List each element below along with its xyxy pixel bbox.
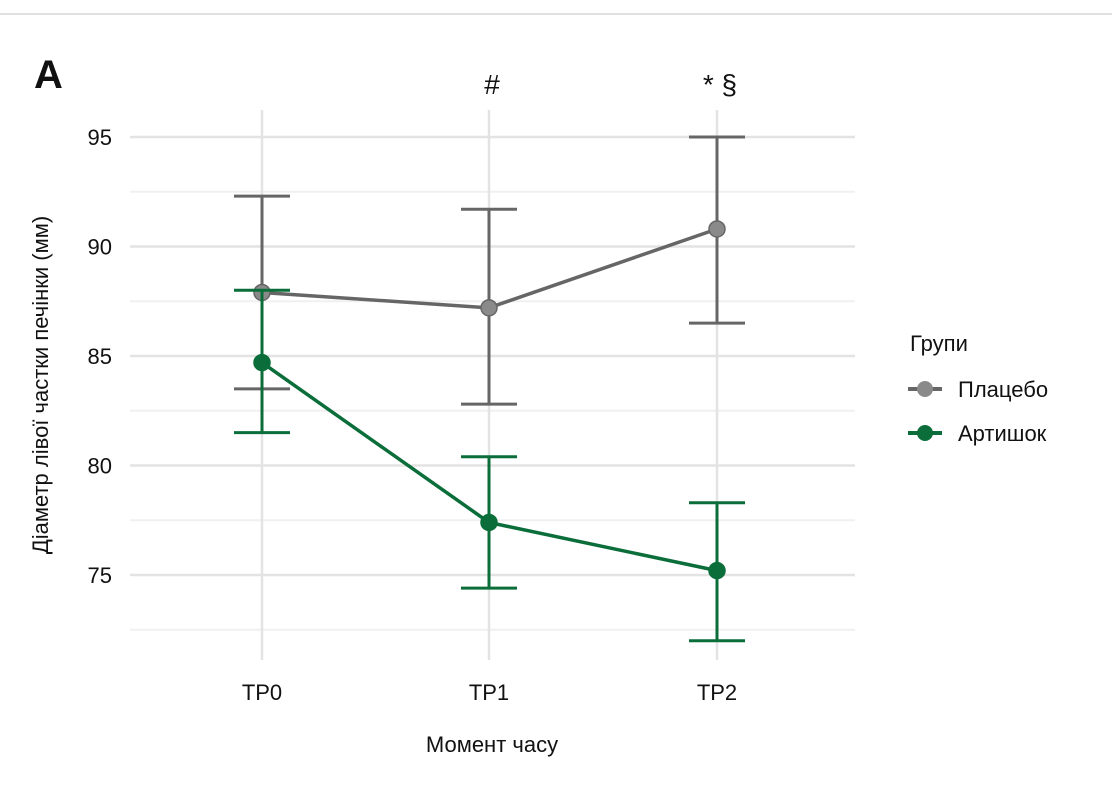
data-point bbox=[253, 353, 271, 372]
data-point bbox=[708, 220, 726, 238]
data-point bbox=[480, 513, 498, 532]
legend-label: Плацебо bbox=[958, 377, 1048, 402]
x-tick-label: TP0 bbox=[242, 680, 282, 705]
legend-label: Артишок bbox=[958, 421, 1047, 446]
x-axis-title: Момент часу bbox=[426, 732, 558, 757]
series-layer bbox=[234, 135, 745, 643]
y-axis: 75 80 85 90 95 bbox=[88, 125, 112, 588]
legend-title: Групи bbox=[910, 331, 968, 356]
top-divider bbox=[0, 13, 1112, 15]
x-axis: TP0 TP1 TP2 bbox=[242, 680, 737, 705]
data-point bbox=[708, 561, 726, 580]
y-tick-label: 80 bbox=[88, 454, 112, 479]
y-tick-label: 90 bbox=[88, 235, 112, 260]
panel-label: A bbox=[34, 53, 63, 97]
series-artichoke bbox=[234, 288, 745, 643]
y-tick-label: 85 bbox=[88, 344, 112, 369]
y-tick-label: 75 bbox=[88, 563, 112, 588]
annotation-tp2: * § bbox=[703, 69, 737, 100]
legend-marker bbox=[917, 381, 933, 397]
legend: Групи Плацебо Артишок bbox=[908, 331, 1048, 446]
y-tick-label: 95 bbox=[88, 125, 112, 150]
annotation-tp1: # bbox=[484, 69, 500, 100]
grid bbox=[130, 110, 855, 660]
x-tick-label: TP2 bbox=[697, 680, 737, 705]
legend-marker bbox=[917, 425, 933, 441]
y-axis-title: Діаметр лівої частки печінки (мм) bbox=[28, 216, 53, 554]
x-tick-label: TP1 bbox=[469, 680, 509, 705]
data-point bbox=[480, 299, 498, 317]
